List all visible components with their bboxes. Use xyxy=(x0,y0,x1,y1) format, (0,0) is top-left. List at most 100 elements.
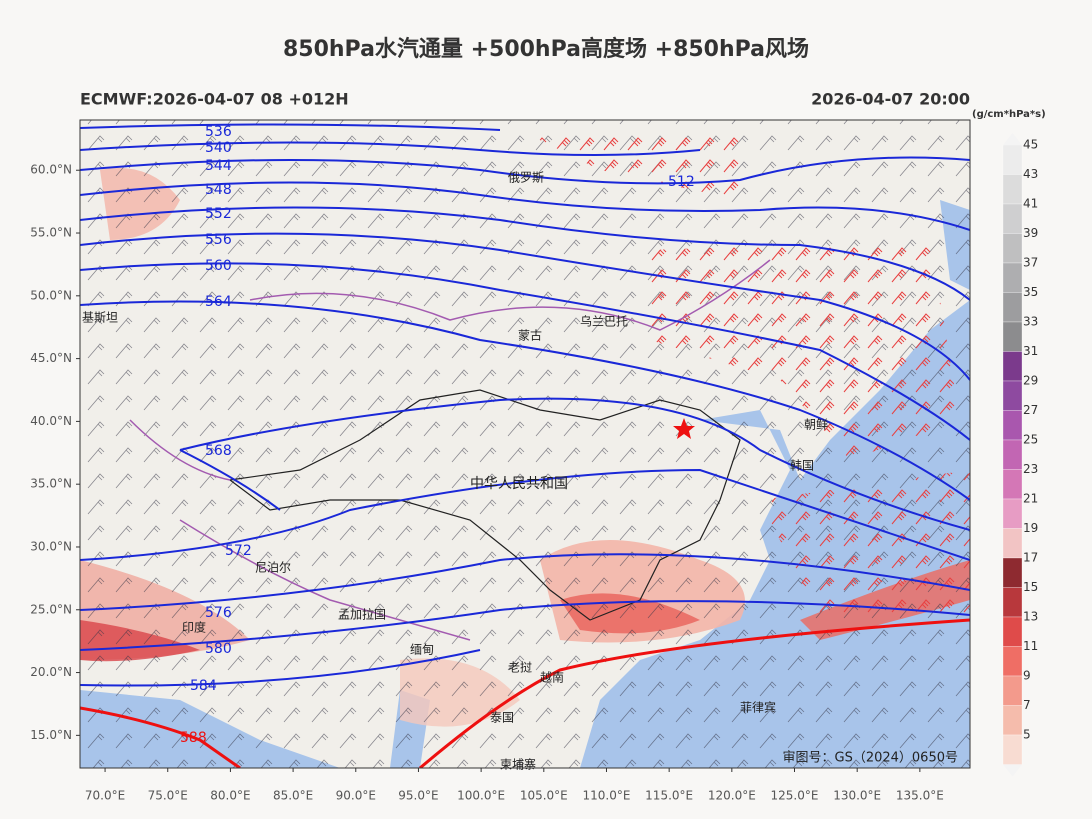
valid-time: 2026-04-07 20:00 xyxy=(811,90,970,109)
lat-label: 20.0°N xyxy=(30,665,72,679)
colorbar-label: 31 xyxy=(1023,344,1038,358)
place-label: 泰国 xyxy=(490,711,514,725)
colorbar-label: 19 xyxy=(1023,521,1038,535)
contour-label: 556 xyxy=(205,232,232,248)
place-label: 印度 xyxy=(182,620,206,635)
colorbar-swatch xyxy=(1002,380,1023,411)
lon-label: 85.0°E xyxy=(273,789,313,803)
colorbar-swatch xyxy=(1002,616,1023,647)
place-label: 乌兰巴托 xyxy=(580,314,628,329)
place-label: 孟加拉国 xyxy=(338,607,386,622)
colorbar-swatch xyxy=(1002,203,1023,234)
lat-label: 45.0°N xyxy=(30,351,72,365)
colorbar-swatch xyxy=(1002,734,1023,765)
colorbar-label: 35 xyxy=(1023,285,1038,299)
contour-label: 544 xyxy=(205,158,232,174)
contour-label: 540 xyxy=(205,140,232,156)
lon-label: 125.0°E xyxy=(771,789,819,803)
place-label: 朝鲜 xyxy=(804,418,828,432)
colorbar-label: 27 xyxy=(1023,403,1038,417)
colorbar-label: 43 xyxy=(1023,167,1038,181)
colorbar-swatch xyxy=(1002,587,1023,618)
colorbar-label: 13 xyxy=(1023,610,1038,624)
contour-label: 548 xyxy=(205,182,232,198)
contour-label: 584 xyxy=(190,678,217,694)
lon-label: 115.0°E xyxy=(645,789,693,803)
colorbar-swatch xyxy=(1002,351,1023,382)
colorbar-label: 39 xyxy=(1023,226,1038,240)
contour-label: 564 xyxy=(205,294,232,310)
place-label: 尼泊尔 xyxy=(255,560,291,575)
contour-label: 512 xyxy=(668,174,695,190)
contour-label: 536 xyxy=(205,124,232,140)
colorbar-label: 11 xyxy=(1023,639,1038,653)
colorbar-swatch xyxy=(1002,262,1023,293)
colorbar-swatch xyxy=(1002,174,1023,205)
colorbar-cap xyxy=(1003,133,1022,145)
colorbar-label: 17 xyxy=(1023,551,1038,565)
height-contours xyxy=(80,123,970,687)
colorbar-label: 25 xyxy=(1023,433,1038,447)
lat-label: 50.0°N xyxy=(30,288,72,302)
colorbar-swatch xyxy=(1002,528,1023,559)
lat-label: 25.0°N xyxy=(30,602,72,616)
map-frame xyxy=(79,119,971,769)
colorbar-label: 21 xyxy=(1023,492,1038,506)
contour-label: 576 xyxy=(205,605,232,621)
lon-label: 80.0°E xyxy=(210,789,250,803)
colorbar-label: 15 xyxy=(1023,580,1038,594)
colorbar-swatch xyxy=(1002,439,1023,470)
colorbar-swatch xyxy=(1002,410,1023,441)
lon-label: 110.0°E xyxy=(583,789,631,803)
colorbar-label: 7 xyxy=(1023,698,1031,712)
place-label: 基斯坦 xyxy=(82,311,118,325)
colorbar-label: 45 xyxy=(1023,138,1038,152)
model-run: ECMWF:2026-04-07 08 +012H xyxy=(80,90,349,109)
contour-label: 580 xyxy=(205,641,232,657)
lat-label: 35.0°N xyxy=(30,477,72,491)
colorbar-swatch xyxy=(1002,469,1023,500)
title: 850hPa水汽通量 +500hPa高度场 +850hPa风场 xyxy=(283,36,809,62)
place-label: 老挝 xyxy=(508,661,532,675)
contour-label: 560 xyxy=(205,258,232,274)
lon-label: 90.0°E xyxy=(336,789,376,803)
colorbar-swatch xyxy=(1002,705,1023,736)
place-label: 缅甸 xyxy=(410,643,434,657)
lon-label: 120.0°E xyxy=(708,789,756,803)
lat-label: 30.0°N xyxy=(30,539,72,553)
colorbar-label: 29 xyxy=(1023,374,1038,388)
place-label: 柬埔寨 xyxy=(500,757,536,772)
lon-label: 135.0°E xyxy=(896,789,944,803)
colorbar-swatch xyxy=(1002,498,1023,529)
axis-ticks: 60.0°N 55.0°N 50.0°N 45.0°N 40.0°N 35.0°N 30.0… xyxy=(30,163,944,803)
lat-label: 60.0°N xyxy=(30,163,72,177)
lat-label: 55.0°N xyxy=(30,226,72,240)
place-label: 俄罗斯 xyxy=(508,171,544,185)
place-label: 越南 xyxy=(540,670,564,685)
approval-number: 审图号：GS（2024）0650号 xyxy=(783,751,959,766)
wind-barbs xyxy=(80,120,970,768)
colorbar-label: 33 xyxy=(1023,315,1038,329)
strong-wind-barbs xyxy=(520,130,970,620)
place-label: 菲律宾 xyxy=(740,700,776,715)
colorbar-swatch xyxy=(1002,321,1023,352)
lat-label: 40.0°N xyxy=(30,414,72,428)
place-label: 蒙古 xyxy=(518,328,542,343)
beijing-star xyxy=(673,418,695,439)
colorbar-label: 37 xyxy=(1023,256,1038,270)
colorbar-swatch xyxy=(1002,144,1023,175)
colorbar-swatch xyxy=(1002,646,1023,677)
colorbar-swatch xyxy=(1002,233,1023,264)
place-label: 韩国 xyxy=(790,458,814,473)
lon-label: 95.0°E xyxy=(398,789,438,803)
lon-label: 105.0°E xyxy=(520,789,568,803)
contour-label: 568 xyxy=(205,443,232,459)
colorbar-swatch xyxy=(1002,675,1023,706)
place-label: 中华人民共和国 xyxy=(470,476,568,492)
colorbar-swatch xyxy=(1002,292,1023,323)
map xyxy=(80,120,970,768)
lon-label: 130.0°E xyxy=(833,789,881,803)
